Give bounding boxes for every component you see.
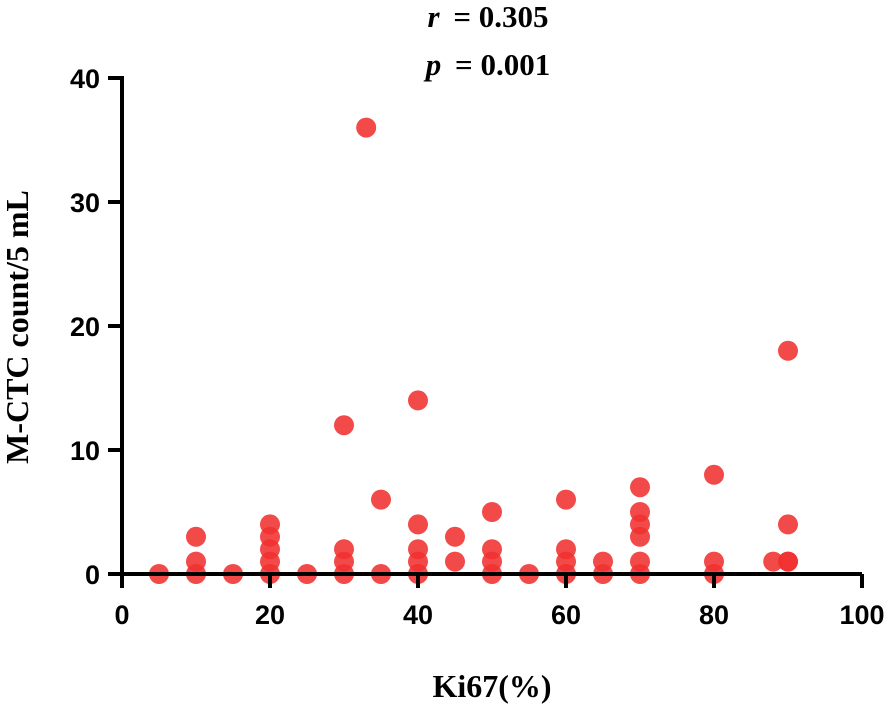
data-point [445, 526, 465, 547]
data-point [260, 514, 280, 535]
data-point [334, 539, 354, 560]
data-point [556, 489, 576, 510]
data-point [630, 551, 650, 572]
x-tick-label: 0 [114, 600, 129, 630]
y-tick-label: 0 [85, 560, 100, 590]
correlation-annotation: r = 0.305 p = 0.001 [423, 0, 550, 82]
x-tick-label: 100 [839, 600, 884, 630]
data-point [704, 464, 724, 485]
y-tick-label: 30 [70, 188, 100, 218]
data-point [630, 477, 650, 498]
data-point [482, 502, 502, 522]
data-point [482, 539, 502, 560]
x-axis-title: Ki67(%) [432, 668, 551, 704]
data-point [556, 539, 576, 560]
p-statistic: p = 0.001 [423, 47, 550, 82]
data-point [630, 502, 650, 522]
p-symbol: p [423, 47, 442, 82]
x-tick-label: 20 [255, 600, 285, 630]
x-axis-ticks: 0 20 40 60 80 100 [114, 574, 885, 630]
y-axis-ticks: 0 10 20 30 40 [70, 64, 122, 590]
r-statistic: r = 0.305 [428, 0, 549, 34]
data-point [371, 489, 391, 510]
data-point [334, 415, 354, 436]
x-tick-label: 80 [699, 600, 729, 630]
x-tick-label: 40 [403, 600, 433, 630]
data-point [763, 551, 784, 572]
y-tick-label: 10 [70, 436, 100, 466]
data-point [445, 551, 465, 572]
data-point [778, 514, 798, 535]
data-point [356, 117, 377, 138]
data-point [593, 551, 613, 572]
r-value: = 0.305 [453, 0, 548, 34]
data-point [778, 551, 798, 572]
y-tick-label: 40 [70, 64, 100, 94]
data-point [186, 551, 206, 572]
data-point [408, 514, 428, 535]
data-point [408, 390, 428, 411]
p-value: = 0.001 [455, 47, 550, 82]
y-tick-label: 20 [70, 312, 100, 342]
y-axis-title: M-CTC count/5 mL [0, 190, 35, 464]
r-symbol: r [428, 0, 441, 34]
data-points [149, 117, 798, 584]
data-point [778, 340, 798, 361]
data-point [186, 526, 206, 547]
data-point [408, 539, 428, 560]
data-point [704, 551, 724, 572]
x-tick-label: 60 [551, 600, 581, 630]
